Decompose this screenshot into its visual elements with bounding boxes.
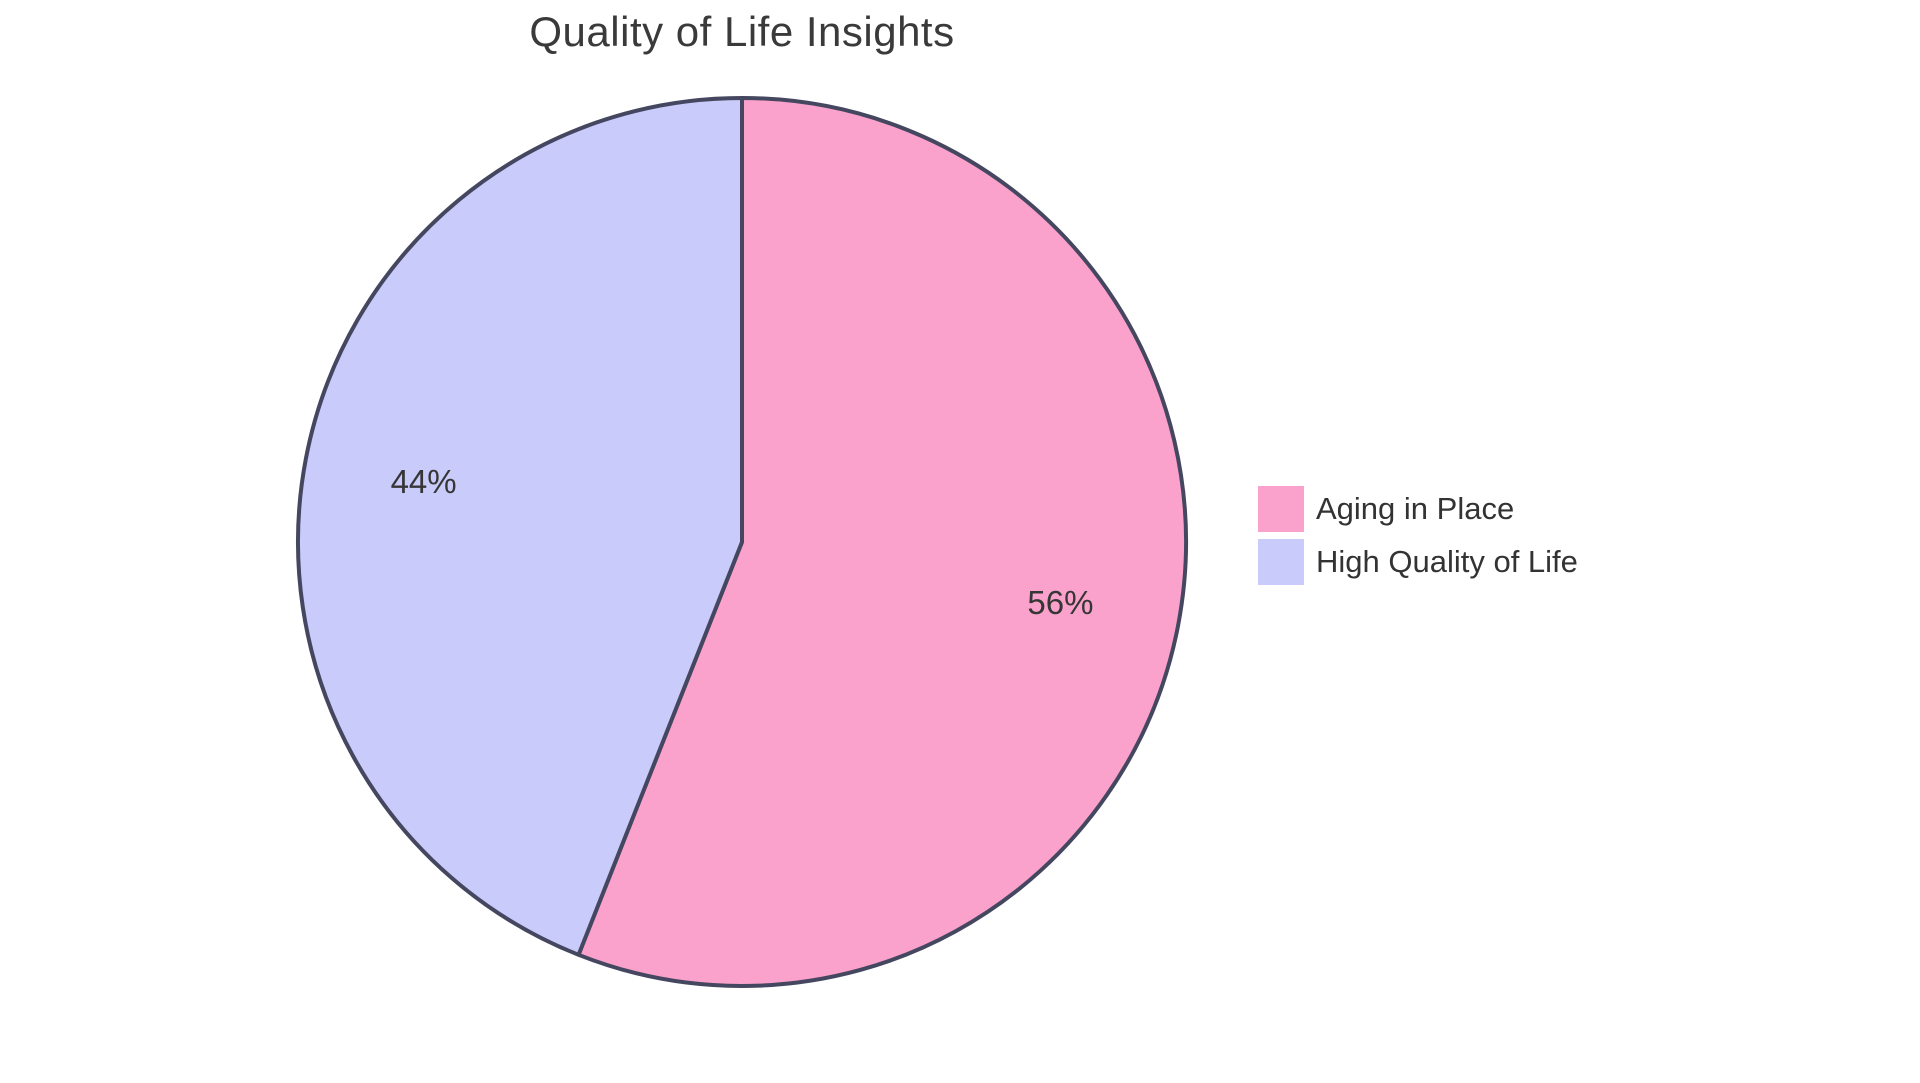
legend-label-high-quality-of-life: High Quality of Life xyxy=(1316,544,1578,579)
legend: Aging in Place High Quality of Life xyxy=(1258,486,1578,592)
legend-label-aging-in-place: Aging in Place xyxy=(1316,491,1515,526)
slice-percentage-label-aging-in-place: 56% xyxy=(1027,584,1093,621)
slice-percentage-label-high-quality-of-life: 44% xyxy=(391,463,457,500)
pie-slice-high-quality-of-life[interactable] xyxy=(296,96,744,957)
chart-title: Quality of Life Insights xyxy=(529,8,955,55)
legend-swatch-high-quality-of-life xyxy=(1258,539,1304,585)
legend-item-high-quality-of-life[interactable]: High Quality of Life xyxy=(1258,539,1578,585)
pie-slice-aging-in-place[interactable] xyxy=(576,96,1188,988)
legend-swatch-aging-in-place xyxy=(1258,486,1304,532)
legend-item-aging-in-place[interactable]: Aging in Place xyxy=(1258,486,1578,532)
pie-chart: 56% 44% xyxy=(296,96,1188,988)
